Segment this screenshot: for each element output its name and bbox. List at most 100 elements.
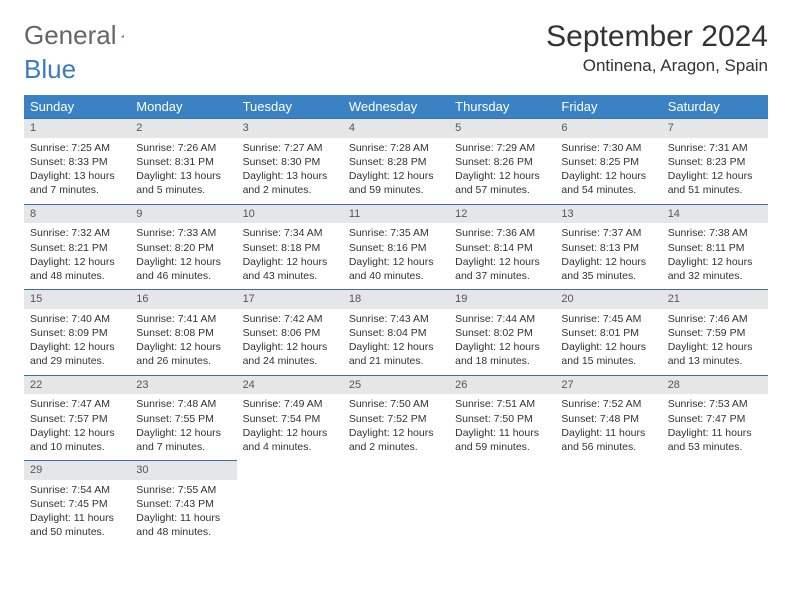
day-body: Sunrise: 7:25 AMSunset: 8:33 PMDaylight:…: [24, 138, 130, 204]
calendar-cell: 16Sunrise: 7:41 AMSunset: 8:08 PMDayligh…: [130, 289, 236, 375]
day-number: 16: [130, 289, 236, 309]
day-number: 15: [24, 289, 130, 309]
daylight-line: Daylight: 12 hours and 18 minutes.: [455, 340, 549, 368]
calendar-cell: 27Sunrise: 7:52 AMSunset: 7:48 PMDayligh…: [555, 375, 661, 461]
sunrise-line: Sunrise: 7:48 AM: [136, 397, 230, 411]
day-number: 23: [130, 375, 236, 395]
calendar-cell: 29Sunrise: 7:54 AMSunset: 7:45 PMDayligh…: [24, 460, 130, 546]
day-body: Sunrise: 7:28 AMSunset: 8:28 PMDaylight:…: [343, 138, 449, 204]
calendar-cell: 19Sunrise: 7:44 AMSunset: 8:02 PMDayligh…: [449, 289, 555, 375]
sunrise-line: Sunrise: 7:30 AM: [561, 141, 655, 155]
sunset-line: Sunset: 8:33 PM: [30, 155, 124, 169]
calendar-cell: 12Sunrise: 7:36 AMSunset: 8:14 PMDayligh…: [449, 204, 555, 290]
day-number: 1: [24, 118, 130, 138]
calendar-cell: 23Sunrise: 7:48 AMSunset: 7:55 PMDayligh…: [130, 375, 236, 461]
daylight-line: Daylight: 12 hours and 37 minutes.: [455, 255, 549, 283]
sunset-line: Sunset: 8:23 PM: [668, 155, 762, 169]
sunset-line: Sunset: 8:01 PM: [561, 326, 655, 340]
daylight-line: Daylight: 12 hours and 57 minutes.: [455, 169, 549, 197]
sunset-line: Sunset: 7:57 PM: [30, 412, 124, 426]
calendar-cell: ..: [237, 460, 343, 546]
daylight-line: Daylight: 12 hours and 4 minutes.: [243, 426, 337, 454]
calendar-cell: 24Sunrise: 7:49 AMSunset: 7:54 PMDayligh…: [237, 375, 343, 461]
day-number: 9: [130, 204, 236, 224]
day-body: Sunrise: 7:33 AMSunset: 8:20 PMDaylight:…: [130, 223, 236, 289]
day-body: Sunrise: 7:55 AMSunset: 7:43 PMDaylight:…: [130, 480, 236, 546]
daylight-line: Daylight: 12 hours and 26 minutes.: [136, 340, 230, 368]
weekday-header: Thursday: [449, 95, 555, 118]
calendar-cell: ..: [555, 460, 661, 546]
calendar-cell: ..: [662, 460, 768, 546]
sunset-line: Sunset: 7:48 PM: [561, 412, 655, 426]
daylight-line: Daylight: 12 hours and 29 minutes.: [30, 340, 124, 368]
sunset-line: Sunset: 8:02 PM: [455, 326, 549, 340]
month-title: September 2024: [546, 20, 768, 54]
day-body: Sunrise: 7:37 AMSunset: 8:13 PMDaylight:…: [555, 223, 661, 289]
daylight-line: Daylight: 11 hours and 50 minutes.: [30, 511, 124, 539]
daylight-line: Daylight: 12 hours and 10 minutes.: [30, 426, 124, 454]
day-body: Sunrise: 7:40 AMSunset: 8:09 PMDaylight:…: [24, 309, 130, 375]
sunset-line: Sunset: 8:30 PM: [243, 155, 337, 169]
day-body: Sunrise: 7:52 AMSunset: 7:48 PMDaylight:…: [555, 394, 661, 460]
calendar-cell: 15Sunrise: 7:40 AMSunset: 8:09 PMDayligh…: [24, 289, 130, 375]
calendar-cell: 11Sunrise: 7:35 AMSunset: 8:16 PMDayligh…: [343, 204, 449, 290]
day-body: Sunrise: 7:46 AMSunset: 7:59 PMDaylight:…: [662, 309, 768, 375]
sunrise-line: Sunrise: 7:50 AM: [349, 397, 443, 411]
daylight-line: Daylight: 12 hours and 7 minutes.: [136, 426, 230, 454]
day-body: Sunrise: 7:31 AMSunset: 8:23 PMDaylight:…: [662, 138, 768, 204]
daylight-line: Daylight: 11 hours and 53 minutes.: [668, 426, 762, 454]
day-body: Sunrise: 7:38 AMSunset: 8:11 PMDaylight:…: [662, 223, 768, 289]
calendar-cell: 28Sunrise: 7:53 AMSunset: 7:47 PMDayligh…: [662, 375, 768, 461]
day-body: Sunrise: 7:53 AMSunset: 7:47 PMDaylight:…: [662, 394, 768, 460]
sunset-line: Sunset: 7:47 PM: [668, 412, 762, 426]
logo-triangle-icon: [121, 27, 124, 45]
calendar-cell: 20Sunrise: 7:45 AMSunset: 8:01 PMDayligh…: [555, 289, 661, 375]
sunrise-line: Sunrise: 7:34 AM: [243, 226, 337, 240]
calendar-cell: 13Sunrise: 7:37 AMSunset: 8:13 PMDayligh…: [555, 204, 661, 290]
logo-text-1: General: [24, 20, 117, 51]
sunset-line: Sunset: 8:18 PM: [243, 241, 337, 255]
logo-text-2: Blue: [24, 54, 768, 85]
sunrise-line: Sunrise: 7:45 AM: [561, 312, 655, 326]
sunset-line: Sunset: 7:50 PM: [455, 412, 549, 426]
day-number: 26: [449, 375, 555, 395]
day-number: 8: [24, 204, 130, 224]
daylight-line: Daylight: 12 hours and 59 minutes.: [349, 169, 443, 197]
daylight-line: Daylight: 12 hours and 40 minutes.: [349, 255, 443, 283]
weekday-header: Friday: [555, 95, 661, 118]
weekday-header: Tuesday: [237, 95, 343, 118]
sunrise-line: Sunrise: 7:31 AM: [668, 141, 762, 155]
daylight-line: Daylight: 12 hours and 2 minutes.: [349, 426, 443, 454]
calendar-cell: 14Sunrise: 7:38 AMSunset: 8:11 PMDayligh…: [662, 204, 768, 290]
sunrise-line: Sunrise: 7:33 AM: [136, 226, 230, 240]
calendar-row: 8Sunrise: 7:32 AMSunset: 8:21 PMDaylight…: [24, 204, 768, 290]
daylight-line: Daylight: 12 hours and 21 minutes.: [349, 340, 443, 368]
calendar-cell: 7Sunrise: 7:31 AMSunset: 8:23 PMDaylight…: [662, 118, 768, 204]
calendar-table: Sunday Monday Tuesday Wednesday Thursday…: [24, 95, 768, 546]
weekday-header: Monday: [130, 95, 236, 118]
day-body: Sunrise: 7:49 AMSunset: 7:54 PMDaylight:…: [237, 394, 343, 460]
day-number: 11: [343, 204, 449, 224]
calendar-row: 22Sunrise: 7:47 AMSunset: 7:57 PMDayligh…: [24, 375, 768, 461]
calendar-cell: 17Sunrise: 7:42 AMSunset: 8:06 PMDayligh…: [237, 289, 343, 375]
day-number: 14: [662, 204, 768, 224]
sunset-line: Sunset: 7:45 PM: [30, 497, 124, 511]
daylight-line: Daylight: 12 hours and 54 minutes.: [561, 169, 655, 197]
sunset-line: Sunset: 8:06 PM: [243, 326, 337, 340]
daylight-line: Daylight: 12 hours and 48 minutes.: [30, 255, 124, 283]
daylight-line: Daylight: 11 hours and 48 minutes.: [136, 511, 230, 539]
sunset-line: Sunset: 8:09 PM: [30, 326, 124, 340]
calendar-cell: 1Sunrise: 7:25 AMSunset: 8:33 PMDaylight…: [24, 118, 130, 204]
day-body: Sunrise: 7:44 AMSunset: 8:02 PMDaylight:…: [449, 309, 555, 375]
day-body: Sunrise: 7:27 AMSunset: 8:30 PMDaylight:…: [237, 138, 343, 204]
weekday-header: Saturday: [662, 95, 768, 118]
daylight-line: Daylight: 12 hours and 35 minutes.: [561, 255, 655, 283]
calendar-cell: 18Sunrise: 7:43 AMSunset: 8:04 PMDayligh…: [343, 289, 449, 375]
day-number: 21: [662, 289, 768, 309]
day-body: Sunrise: 7:47 AMSunset: 7:57 PMDaylight:…: [24, 394, 130, 460]
calendar-cell: 5Sunrise: 7:29 AMSunset: 8:26 PMDaylight…: [449, 118, 555, 204]
calendar-cell: 10Sunrise: 7:34 AMSunset: 8:18 PMDayligh…: [237, 204, 343, 290]
sunset-line: Sunset: 7:52 PM: [349, 412, 443, 426]
sunset-line: Sunset: 8:21 PM: [30, 241, 124, 255]
sunset-line: Sunset: 7:59 PM: [668, 326, 762, 340]
